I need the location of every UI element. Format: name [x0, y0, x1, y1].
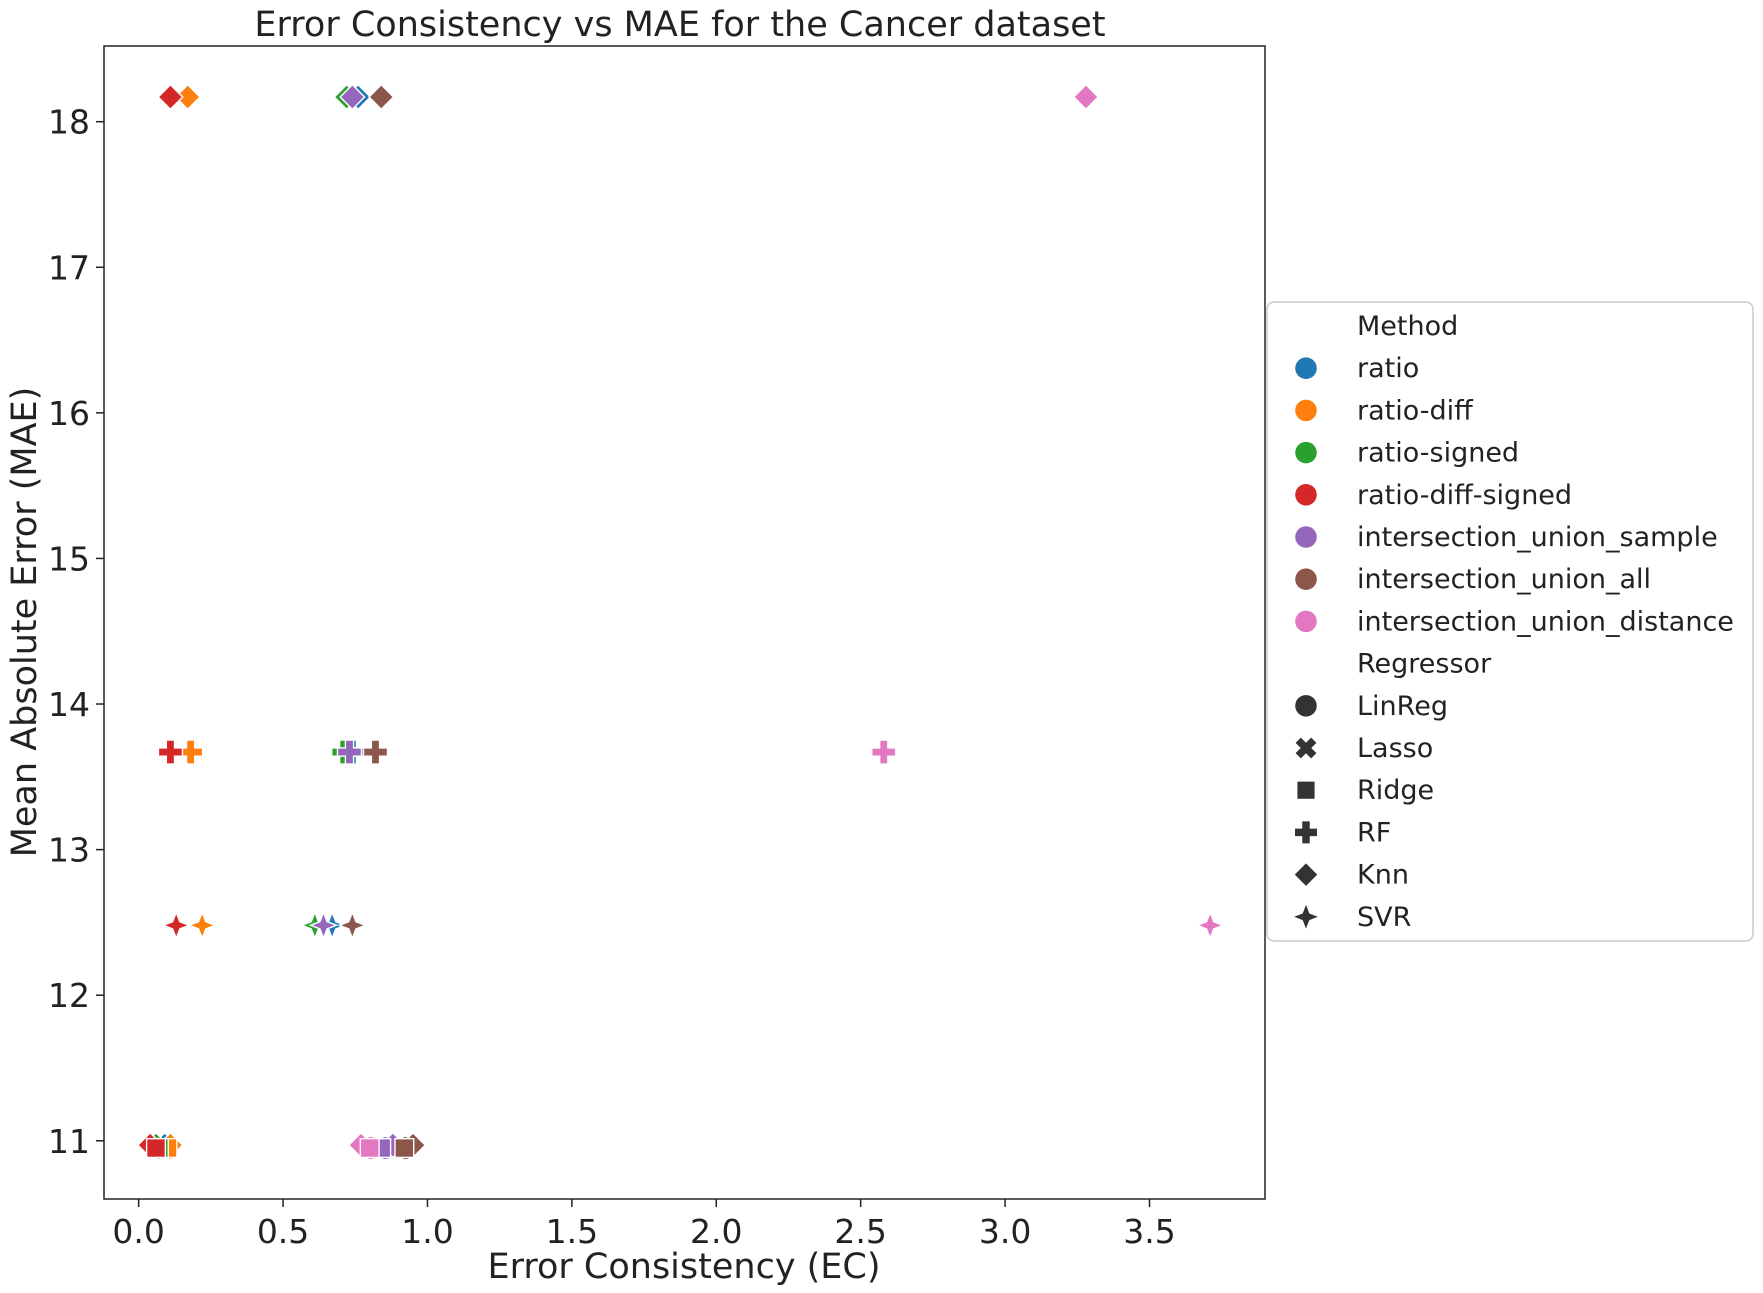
legend-marker — [1295, 484, 1317, 506]
legend-entry: SVR — [1357, 902, 1411, 933]
legend-marker — [1294, 863, 1318, 886]
legend-entry: ratio-diff-signed — [1357, 480, 1572, 511]
legend-entry: ratio — [1357, 353, 1419, 384]
y-tick-label: 16 — [48, 394, 90, 433]
legend-marker — [1295, 399, 1317, 422]
legend-entry: ratio-signed — [1357, 438, 1519, 469]
plot-frame — [103, 45, 1266, 1200]
plot-area — [103, 45, 1266, 1200]
data-point — [394, 1137, 415, 1159]
data-point — [368, 83, 395, 111]
data-point — [157, 83, 184, 111]
y-axis-label: Mean Absolute Error (MAE) — [5, 387, 45, 858]
data-point — [1195, 910, 1226, 941]
legend-marker — [1295, 821, 1317, 844]
legend-entry: Lasso — [1357, 733, 1433, 764]
legend-marker — [1295, 441, 1317, 464]
x-tick-label: 2.5 — [834, 1212, 886, 1251]
x-tick-label: 1.5 — [546, 1212, 598, 1251]
legend-entry: intersection_union_sample — [1357, 522, 1718, 553]
data-point — [336, 739, 363, 765]
legend-frame — [1266, 301, 1754, 942]
legend-marker — [1297, 781, 1315, 799]
legend-marker — [1295, 737, 1317, 759]
data-point — [359, 1137, 380, 1159]
y-axis: 11 12 13 14 15 16 17 18 — [48, 103, 104, 1161]
legend-entry: intersection_union_all — [1357, 564, 1651, 595]
chart-title: Error Consistency vs MAE for the Cancer … — [254, 5, 1105, 45]
data-point — [871, 739, 897, 765]
y-tick-label: 17 — [48, 248, 90, 287]
data-point — [145, 1137, 167, 1159]
data-point — [161, 910, 192, 941]
legend-entry: ratio-diff — [1357, 395, 1474, 426]
x-tick-label: 0.0 — [112, 1212, 164, 1251]
legend-title-method: Method — [1357, 311, 1458, 342]
legend-items: Method ratio ratio-diff ratio-signed ratio-d… — [1294, 311, 1734, 933]
legend-marker — [1295, 568, 1317, 590]
x-tick-label: 3.5 — [1123, 1212, 1175, 1251]
data-point — [362, 739, 389, 765]
y-tick-label: 11 — [48, 1122, 90, 1161]
x-tick-label: 0.5 — [257, 1212, 309, 1251]
y-tick-label: 13 — [48, 831, 90, 870]
points-layer — [136, 83, 1226, 1161]
legend-marker — [1295, 357, 1317, 379]
x-tick-label: 1.0 — [401, 1212, 453, 1251]
x-axis-label: Error Consistency (EC) — [487, 1247, 880, 1287]
x-tick-label: 2.0 — [690, 1212, 742, 1251]
data-point — [1072, 83, 1100, 111]
legend-marker — [1295, 526, 1317, 548]
legend-entry: Ridge — [1357, 775, 1434, 806]
y-tick-label: 18 — [48, 103, 90, 142]
x-tick-label: 3.0 — [979, 1212, 1031, 1251]
legend-entry: RF — [1357, 817, 1391, 848]
y-tick-label: 15 — [48, 539, 90, 578]
legend-marker — [1295, 610, 1317, 633]
legend: Method ratio ratio-diff ratio-signed ratio-d… — [1266, 301, 1754, 942]
legend-entry: Knn — [1357, 860, 1409, 891]
data-point — [339, 83, 366, 111]
y-tick-label: 12 — [48, 976, 90, 1015]
data-point — [337, 910, 368, 941]
legend-marker — [1295, 695, 1317, 717]
legend-entry: LinReg — [1357, 691, 1448, 722]
data-point — [157, 739, 184, 765]
legend-title-regressor: Regressor — [1357, 649, 1492, 680]
data-point — [187, 910, 218, 941]
y-tick-label: 14 — [48, 685, 90, 724]
legend-entry: intersection_union_distance — [1357, 606, 1734, 637]
data-point — [308, 910, 339, 941]
x-axis: 0.0 0.5 1.0 1.5 2.0 2.5 3.0 3.5 — [112, 1199, 1176, 1251]
legend-marker — [1294, 904, 1318, 929]
data-point — [174, 83, 201, 111]
